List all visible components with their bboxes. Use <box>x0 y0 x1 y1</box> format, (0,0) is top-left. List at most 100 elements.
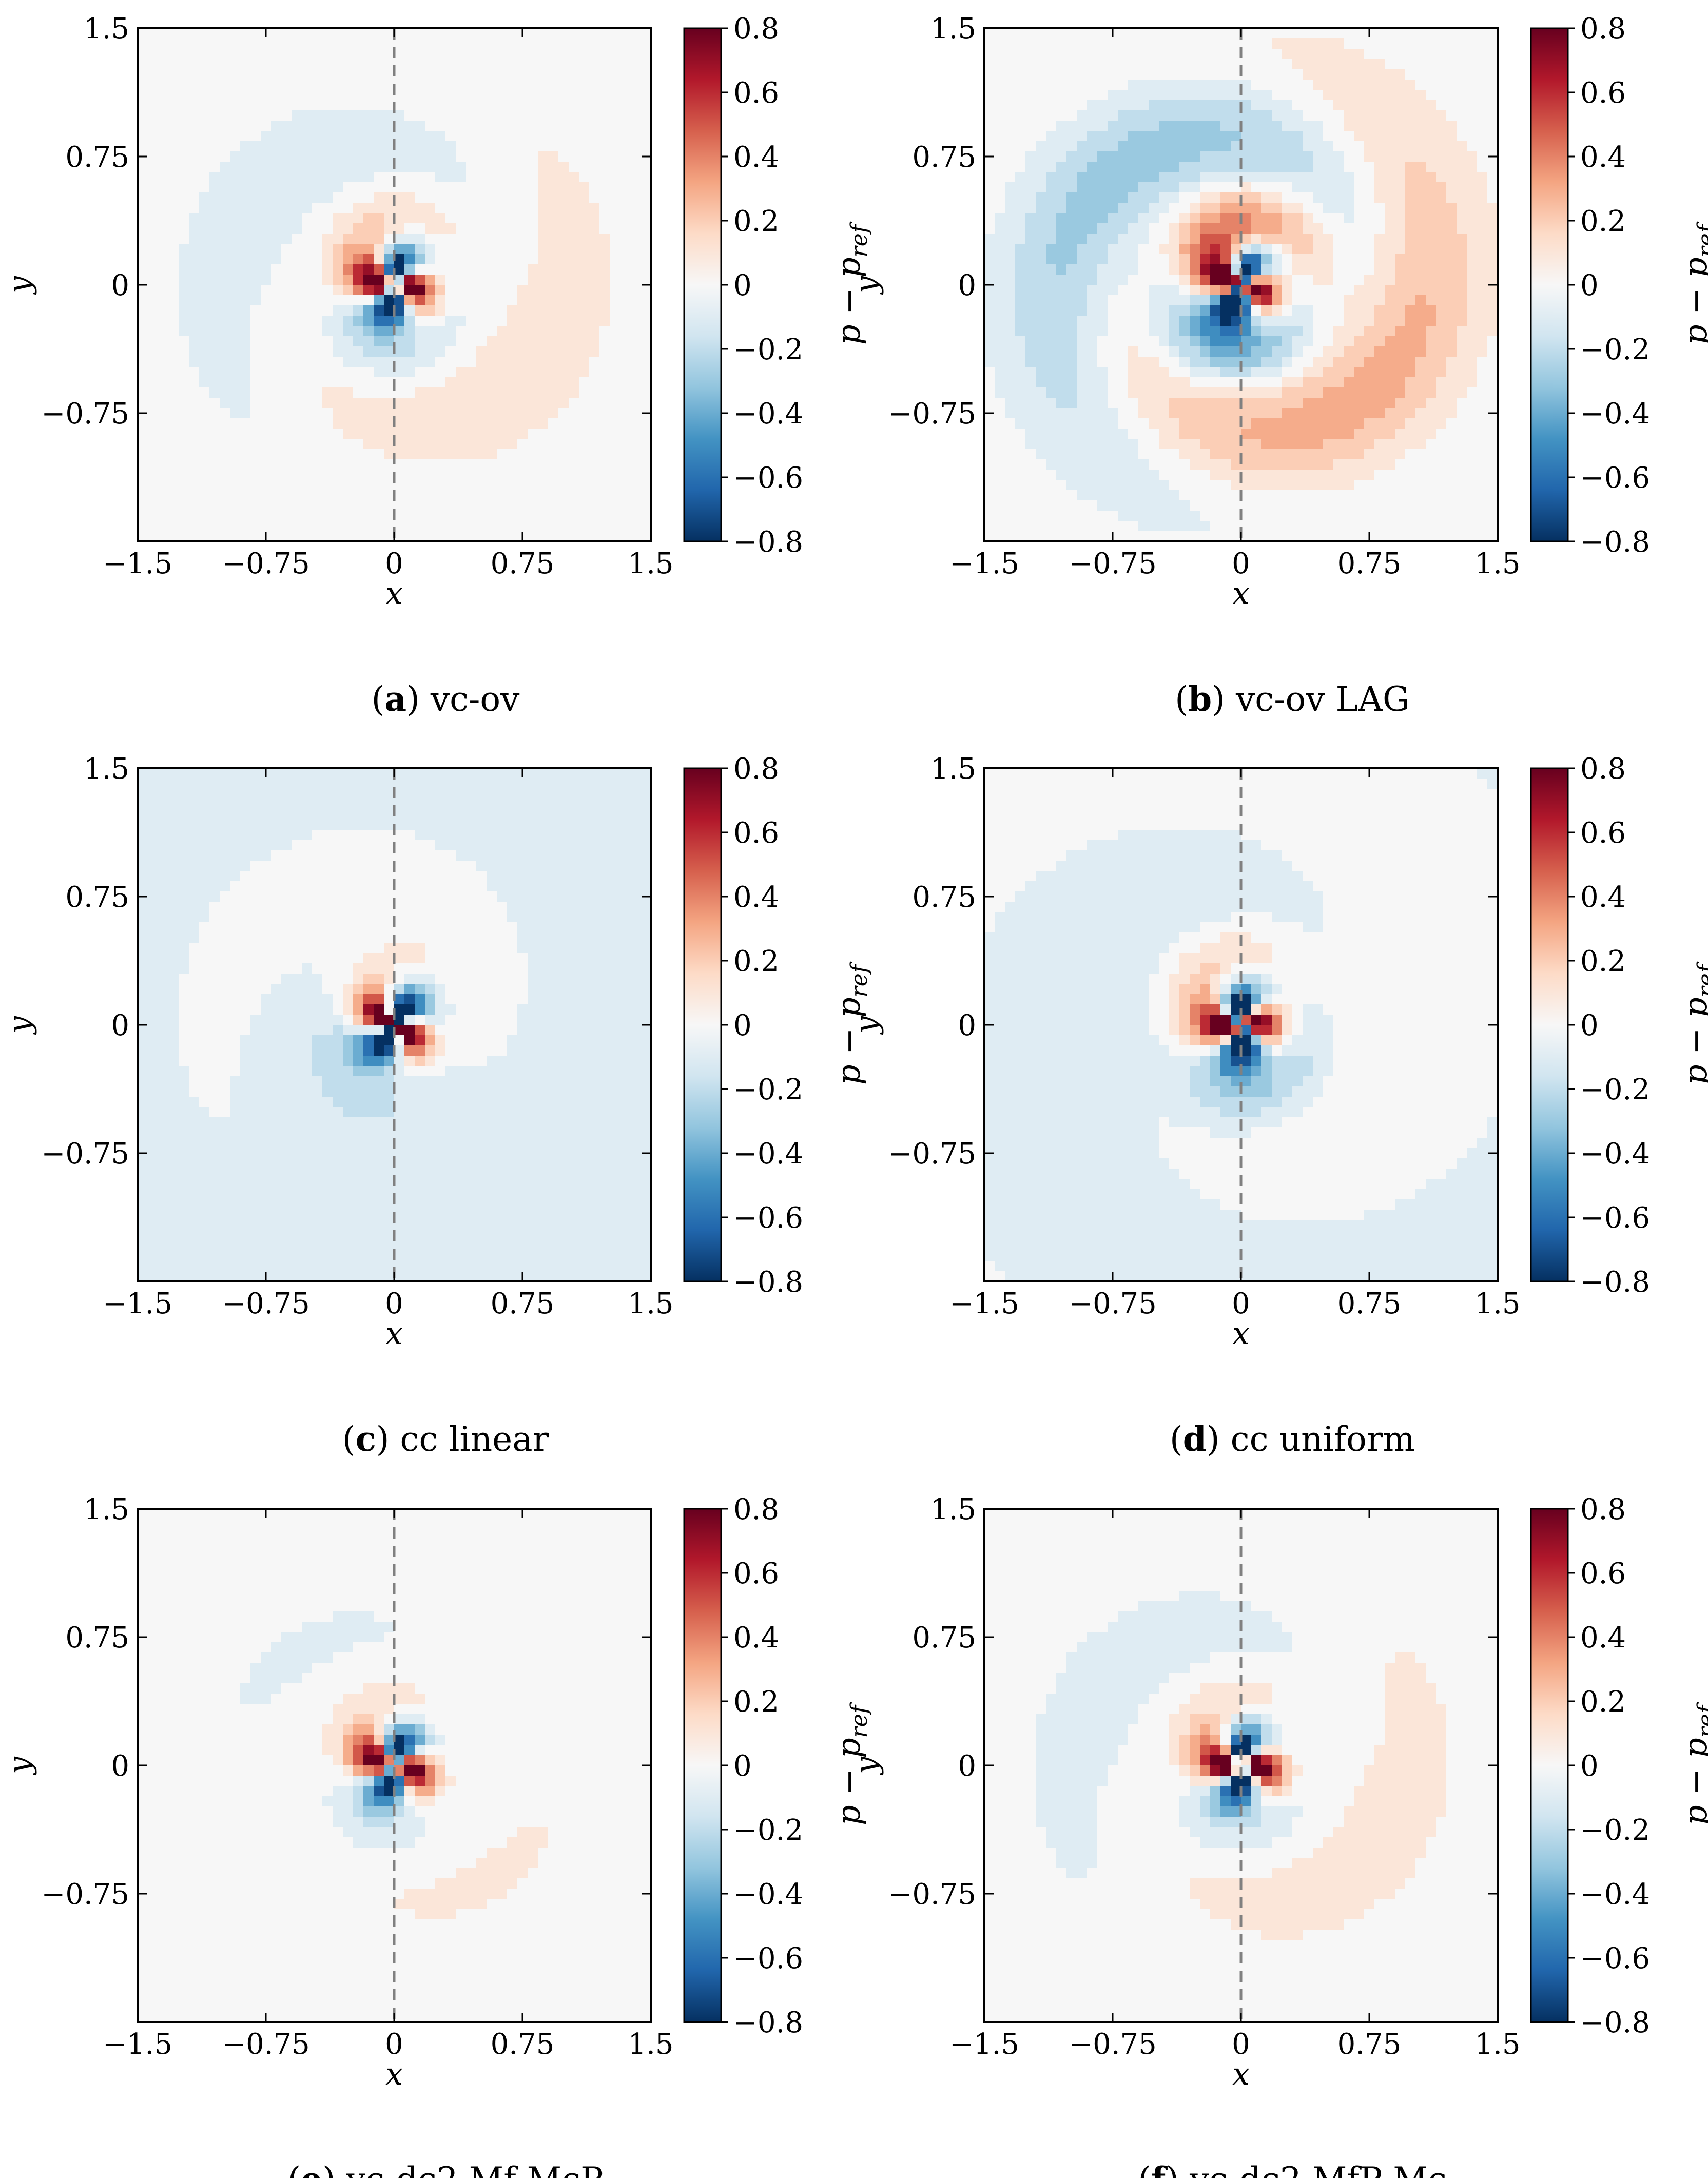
heatmap-cell <box>1097 244 1108 255</box>
heatmap-cell <box>1128 336 1139 347</box>
heatmap-cell <box>363 377 374 388</box>
heatmap-cell <box>1005 275 1016 285</box>
heatmap-cell <box>517 213 528 224</box>
heatmap-cell <box>1005 49 1016 60</box>
heatmap-cell <box>1282 141 1293 152</box>
heatmap-cell <box>343 439 354 450</box>
heatmap-cell <box>569 162 579 172</box>
heatmap-cell <box>1323 490 1334 501</box>
heatmap-cell <box>220 59 230 70</box>
heatmap-cell <box>209 449 220 460</box>
heatmap-cell <box>1457 305 1467 316</box>
heatmap-cell <box>1138 38 1149 49</box>
heatmap-cell <box>1415 234 1426 244</box>
heatmap-cell <box>261 367 271 378</box>
heatmap-cell <box>1323 326 1334 337</box>
heatmap-cell <box>271 429 282 439</box>
heatmap-cell <box>189 521 200 532</box>
heatmap-cell <box>984 275 995 285</box>
heatmap-cell <box>1190 90 1200 101</box>
heatmap-cell <box>1241 110 1252 121</box>
heatmap-cell <box>404 336 415 347</box>
heatmap-cell <box>333 100 343 111</box>
heatmap-cell <box>1046 234 1057 244</box>
heatmap-cell <box>1210 90 1221 101</box>
heatmap-cell <box>343 213 354 224</box>
heatmap-cell <box>1220 203 1231 213</box>
heatmap-cell <box>630 285 641 296</box>
heatmap-cell <box>292 141 302 152</box>
heatmap-cell <box>1128 439 1139 450</box>
heatmap-cell <box>1272 429 1283 439</box>
heatmap-cell <box>1159 28 1170 39</box>
heatmap-cell <box>1385 151 1395 162</box>
heatmap-cell <box>281 439 292 450</box>
heatmap-cell <box>456 151 467 162</box>
heatmap-cell <box>281 80 292 90</box>
heatmap-cell <box>1303 59 1313 70</box>
heatmap-cell <box>1385 439 1395 450</box>
heatmap-cell <box>312 254 323 265</box>
heatmap-cell <box>1477 418 1488 429</box>
heatmap-cell <box>1436 480 1447 491</box>
heatmap-cell <box>1467 69 1478 80</box>
heatmap-cell <box>995 110 1005 121</box>
heatmap-cell <box>1282 203 1293 213</box>
heatmap-cell <box>179 100 189 111</box>
heatmap-cell <box>1169 387 1180 398</box>
heatmap-cell <box>1467 511 1478 521</box>
heatmap-cell <box>610 192 620 203</box>
heatmap-cell <box>558 275 569 285</box>
heatmap-cell <box>1313 110 1324 121</box>
heatmap-cell <box>1313 100 1324 111</box>
heatmap-cell <box>507 100 518 111</box>
heatmap-cell <box>1323 28 1334 39</box>
heatmap-cell <box>1118 367 1129 378</box>
heatmap-cell <box>394 203 405 213</box>
heatmap-cell <box>292 151 302 162</box>
heatmap-cell <box>250 100 261 111</box>
heatmap-cell <box>1015 49 1026 60</box>
heatmap-cell <box>1108 151 1118 162</box>
heatmap-cell <box>476 203 487 213</box>
heatmap-cell <box>1374 305 1385 316</box>
heatmap-cell <box>199 531 210 542</box>
heatmap-cell <box>394 367 405 378</box>
heatmap-cell <box>1446 80 1457 90</box>
heatmap-cell <box>476 367 487 378</box>
heatmap-cell <box>984 69 995 80</box>
heatmap-cell <box>1056 490 1067 501</box>
heatmap-cell <box>148 192 159 203</box>
heatmap-cell <box>209 162 220 172</box>
heatmap-cell <box>1415 100 1426 111</box>
heatmap-cell <box>1261 59 1272 70</box>
heatmap-cell <box>445 244 456 255</box>
heatmap-cell <box>558 521 569 532</box>
heatmap-cell <box>538 275 549 285</box>
heatmap-cell <box>1128 490 1139 501</box>
heatmap-cell <box>1385 90 1395 101</box>
heatmap-cell <box>1077 377 1088 388</box>
heatmap-cell <box>528 418 538 429</box>
heatmap-cell <box>507 521 518 532</box>
heatmap-cell <box>1015 69 1026 80</box>
heatmap-cell <box>1323 254 1334 265</box>
heatmap-cell <box>1128 387 1139 398</box>
heatmap-cell <box>1426 264 1437 275</box>
heatmap-cell <box>1108 418 1118 429</box>
heatmap-cell <box>138 500 148 511</box>
heatmap-cell <box>250 429 261 439</box>
heatmap-cell <box>1210 203 1221 213</box>
heatmap-cell <box>1087 449 1098 460</box>
heatmap-cell <box>1251 408 1262 419</box>
heatmap-cell <box>620 439 631 450</box>
heatmap-cell <box>179 398 189 409</box>
heatmap-cell <box>343 110 354 121</box>
heatmap-cell <box>1292 244 1303 255</box>
heatmap-cell <box>435 531 446 542</box>
heatmap-cell <box>538 192 549 203</box>
heatmap-cell <box>179 203 189 213</box>
heatmap-cell <box>322 121 333 131</box>
heatmap-cell <box>271 264 282 275</box>
heatmap-cell <box>1025 490 1036 501</box>
